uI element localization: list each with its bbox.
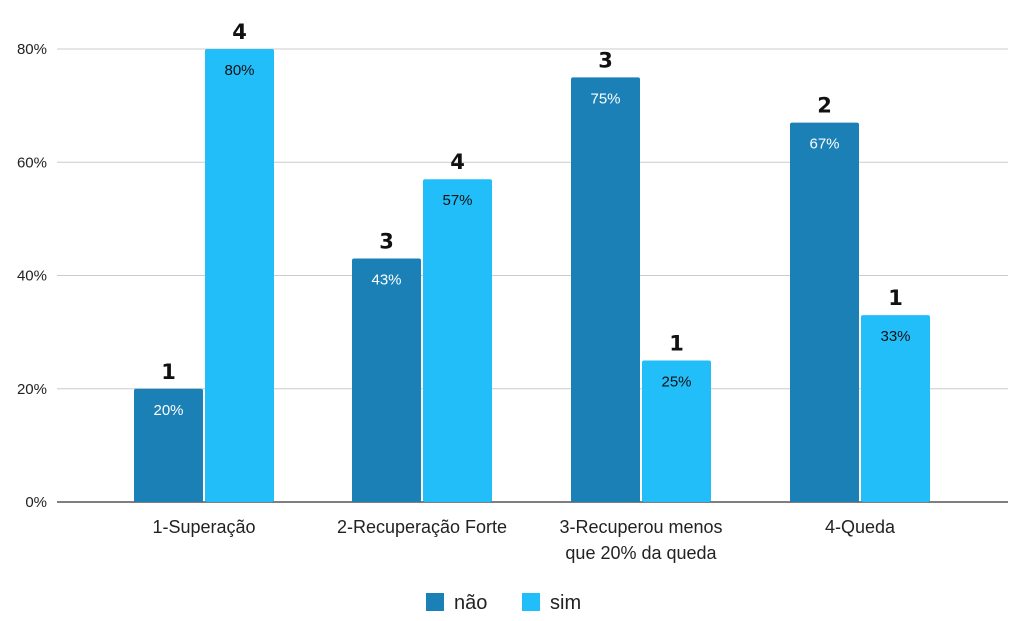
x-axis-labels: 1-Superação 2-Recuperação Forte 3-Recupero… xyxy=(152,517,896,563)
legend: não sim xyxy=(426,592,581,614)
x-tick-label: 1-Superação xyxy=(152,517,255,537)
y-tick-label: 80% xyxy=(17,41,47,58)
bar-nao xyxy=(352,258,421,502)
data-label-percent: 80% xyxy=(224,62,254,79)
y-tick-label: 60% xyxy=(17,154,47,171)
x-tick-label: 2-Recuperação Forte xyxy=(337,517,507,537)
data-label-count: 4 xyxy=(450,150,465,174)
data-label-percent: 25% xyxy=(661,373,691,390)
data-label-percent: 43% xyxy=(371,272,401,289)
legend-label-sim: sim xyxy=(550,592,581,614)
legend-swatch-nao xyxy=(426,593,444,611)
bar-sim xyxy=(861,315,930,502)
bar-nao xyxy=(790,122,859,503)
data-label-count: 4 xyxy=(232,20,247,44)
legend-label-nao: não xyxy=(454,592,487,614)
data-label-count: 2 xyxy=(817,94,832,118)
x-tick-label: 3-Recuperou menos xyxy=(559,517,722,537)
bar-sim xyxy=(205,49,274,502)
legend-swatch-sim xyxy=(522,593,540,611)
y-tick-label: 20% xyxy=(17,381,47,398)
y-tick-label: 40% xyxy=(17,268,47,285)
data-label-percent: 33% xyxy=(880,328,910,345)
y-axis-ticks: 0% 20% 40% 60% 80% xyxy=(17,41,47,511)
bars: 20% 1 80% 4 43% 3 57% 4 75% 3 25% 1 67% 2 33% 1 xyxy=(134,20,930,503)
data-label-count: 3 xyxy=(379,230,394,254)
data-label-count: 1 xyxy=(669,331,684,355)
bar-sim xyxy=(642,360,711,502)
y-tick-label: 0% xyxy=(25,494,47,511)
data-label-percent: 67% xyxy=(809,136,839,153)
x-tick-label: que 20% da queda xyxy=(565,543,717,563)
x-tick-label: 4-Queda xyxy=(825,517,896,537)
data-label-count: 3 xyxy=(598,48,613,72)
bar-sim xyxy=(423,179,492,503)
data-label-percent: 75% xyxy=(590,90,620,107)
data-label-count: 1 xyxy=(888,286,903,310)
data-label-percent: 20% xyxy=(153,402,183,419)
data-label-count: 1 xyxy=(161,360,176,384)
bar-nao xyxy=(134,388,203,502)
bar-nao xyxy=(571,77,640,502)
data-label-percent: 57% xyxy=(442,192,472,209)
